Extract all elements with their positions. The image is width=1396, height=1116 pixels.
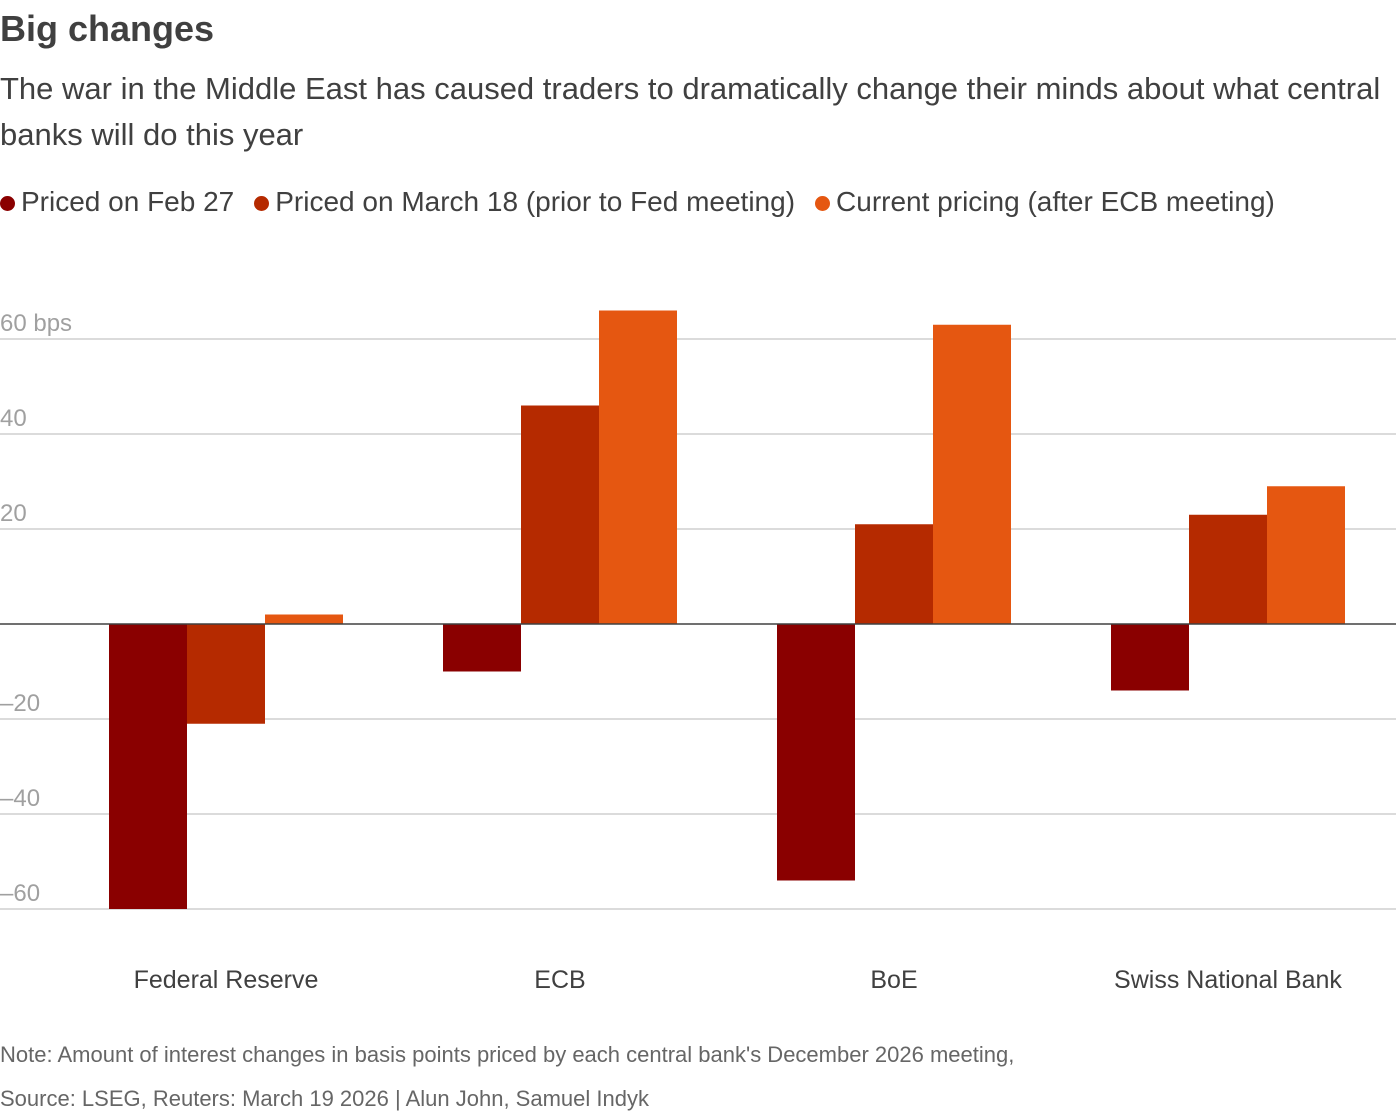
legend-label: Current pricing (after ECB meeting) — [836, 186, 1275, 217]
bar — [855, 524, 933, 624]
bar — [1111, 624, 1189, 691]
legend: Priced on Feb 27 Priced on March 18 (pri… — [0, 186, 1275, 218]
y-tick-label: –60 — [0, 880, 40, 907]
y-tick-label: –20 — [0, 690, 40, 717]
x-tick-label: Swiss National Bank — [1114, 966, 1342, 994]
legend-swatch — [254, 196, 270, 212]
y-tick-label: 60 bps — [0, 310, 72, 337]
bar — [521, 405, 599, 624]
bar — [1189, 514, 1267, 624]
chart-title: Big changes — [0, 8, 215, 49]
chart-subtitle: The war in the Middle East has caused tr… — [0, 71, 1381, 152]
bar — [187, 624, 265, 724]
legend-label: Priced on March 18 (prior to Fed meeting… — [275, 186, 796, 217]
chart-source: Source: LSEG, Reuters: March 19 2026 | A… — [0, 1086, 649, 1111]
bar — [443, 624, 521, 672]
legend-swatch — [815, 196, 831, 212]
legend-item: Priced on March 18 (prior to Fed meeting… — [254, 186, 795, 218]
bar — [933, 324, 1011, 624]
y-tick-label: –40 — [0, 785, 40, 812]
legend-item: Current pricing (after ECB meeting) — [815, 186, 1275, 218]
bar — [599, 310, 677, 624]
bar — [265, 614, 343, 624]
x-tick-label: ECB — [534, 966, 585, 994]
y-tick-label: 40 — [0, 405, 27, 432]
y-tick-label: 20 — [0, 500, 27, 527]
legend-item: Priced on Feb 27 — [0, 186, 234, 218]
bar — [1267, 486, 1345, 624]
legend-label: Priced on Feb 27 — [21, 186, 235, 217]
x-tick-label: Federal Reserve — [134, 966, 319, 994]
bar — [109, 624, 187, 909]
chart-note: Note: Amount of interest changes in basi… — [0, 1042, 1015, 1067]
legend-swatch — [0, 196, 15, 212]
x-tick-label: BoE — [870, 966, 917, 994]
bar — [777, 624, 855, 881]
